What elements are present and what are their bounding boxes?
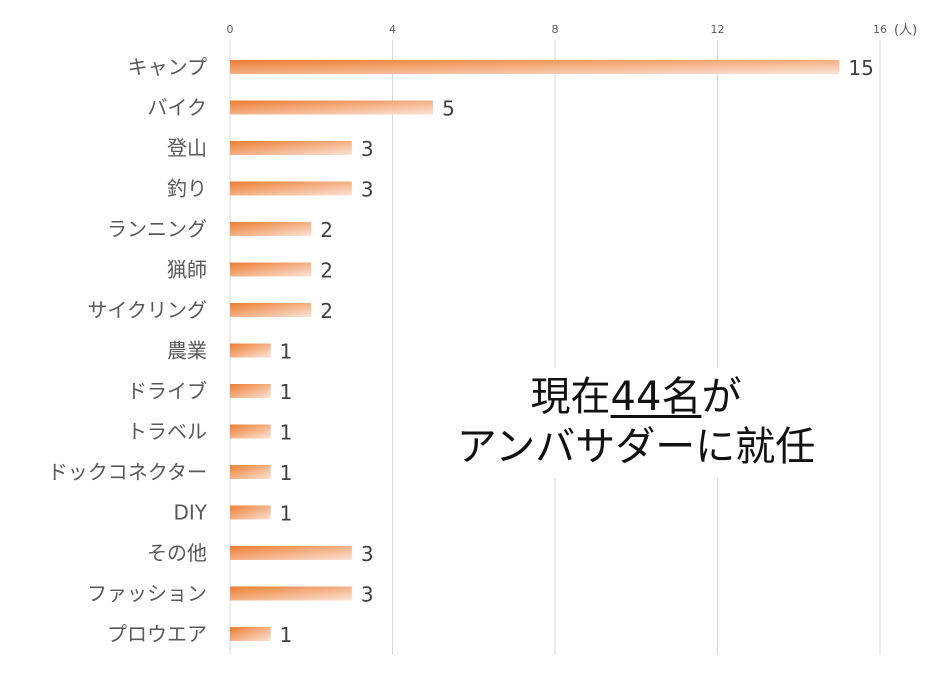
value-labels: 15 5 3 3 2 2 2 1 1 1 1 1 3 3 1 xyxy=(280,56,874,647)
value-label: 2 xyxy=(320,299,333,323)
category-label: サイクリング xyxy=(87,298,207,322)
grid-lines xyxy=(229,40,881,655)
headline-suffix: が xyxy=(701,374,742,420)
bar xyxy=(230,384,271,398)
category-label: プロウエア xyxy=(107,622,207,646)
value-label: 2 xyxy=(320,259,333,283)
value-label: 3 xyxy=(361,137,374,161)
bar xyxy=(230,141,352,155)
category-label: ドックコネクター xyxy=(48,460,207,484)
value-label: 1 xyxy=(280,380,293,404)
bar xyxy=(230,505,271,520)
bar xyxy=(230,343,271,358)
bar xyxy=(230,100,434,115)
category-label: トラベル xyxy=(127,420,207,444)
bar xyxy=(230,546,352,560)
x-tick-label: 0 xyxy=(227,23,234,36)
category-label: 猟師 xyxy=(167,258,207,282)
bar xyxy=(230,222,312,236)
value-label: 3 xyxy=(361,178,374,202)
x-tick-label: 12 xyxy=(711,23,725,36)
category-labels: キャンプバイク登山釣りランニング猟師サイクリング農業ドライブトラベルドックコネク… xyxy=(48,55,208,646)
value-label: 5 xyxy=(442,97,455,121)
headline-count: 44名 xyxy=(610,374,702,420)
bar xyxy=(230,424,271,439)
category-label: 農業 xyxy=(167,339,207,363)
value-label: 1 xyxy=(280,461,293,485)
bar xyxy=(230,465,271,479)
headline-annotation: 現在44名が アンバサダーに就任 xyxy=(440,368,832,478)
bar xyxy=(230,262,312,277)
value-label: 1 xyxy=(280,340,293,364)
bar xyxy=(230,60,840,74)
bar xyxy=(230,627,271,641)
headline-prefix: 現在 xyxy=(530,374,611,420)
headline-line-1: 現在44名が xyxy=(440,372,832,422)
category-label: ドライブ xyxy=(127,379,207,403)
bar xyxy=(230,303,312,317)
category-label: その他 xyxy=(147,541,207,565)
x-axis-ticks: 0 4 8 12 16 (人) xyxy=(227,23,918,38)
value-label: 2 xyxy=(320,218,333,242)
x-tick-label: 16 xyxy=(873,23,887,36)
category-label: 釣り xyxy=(167,177,207,201)
x-axis-unit-label: (人) xyxy=(894,23,917,38)
category-label: 登山 xyxy=(167,136,207,160)
value-label: 1 xyxy=(280,623,293,647)
headline-line-2: アンバサダーに就任 xyxy=(456,424,816,470)
bars xyxy=(230,60,840,641)
category-label: ランニング xyxy=(107,217,207,241)
value-label: 3 xyxy=(361,542,374,566)
value-label: 3 xyxy=(361,583,374,607)
x-tick-label: 8 xyxy=(552,23,559,36)
x-tick-label: 4 xyxy=(389,23,396,36)
bar xyxy=(230,181,352,196)
value-label: 1 xyxy=(280,421,293,445)
value-label: 15 xyxy=(848,56,873,80)
category-label: ファッション xyxy=(87,582,207,606)
value-label: 1 xyxy=(280,502,293,526)
category-label: キャンプ xyxy=(128,55,207,79)
bar xyxy=(230,586,352,601)
category-label: バイク xyxy=(147,96,207,120)
category-label: DIY xyxy=(173,501,207,525)
